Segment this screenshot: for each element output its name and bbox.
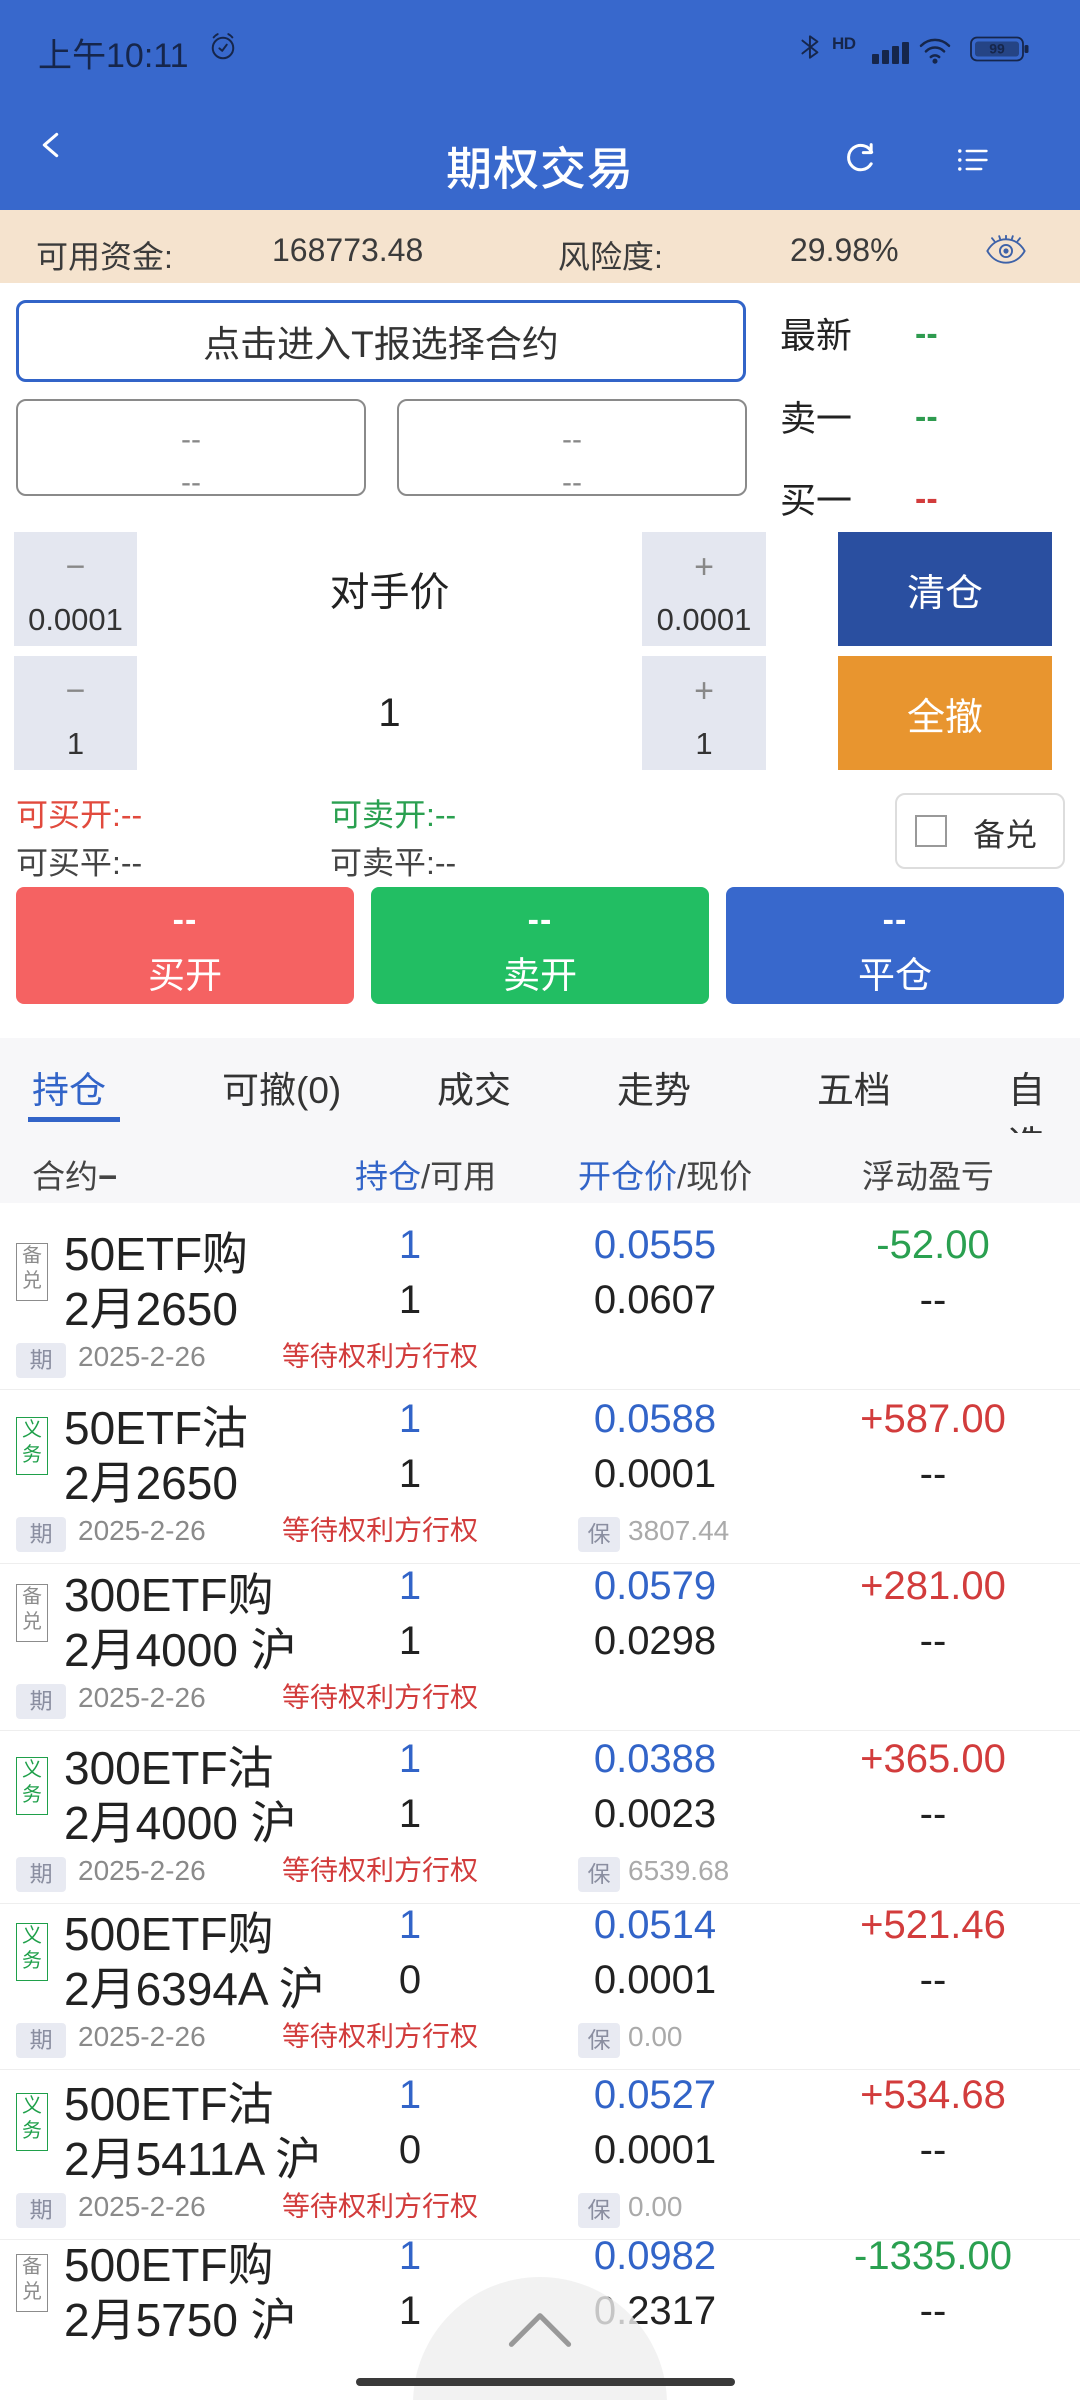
svg-text:99: 99 (989, 41, 1005, 57)
